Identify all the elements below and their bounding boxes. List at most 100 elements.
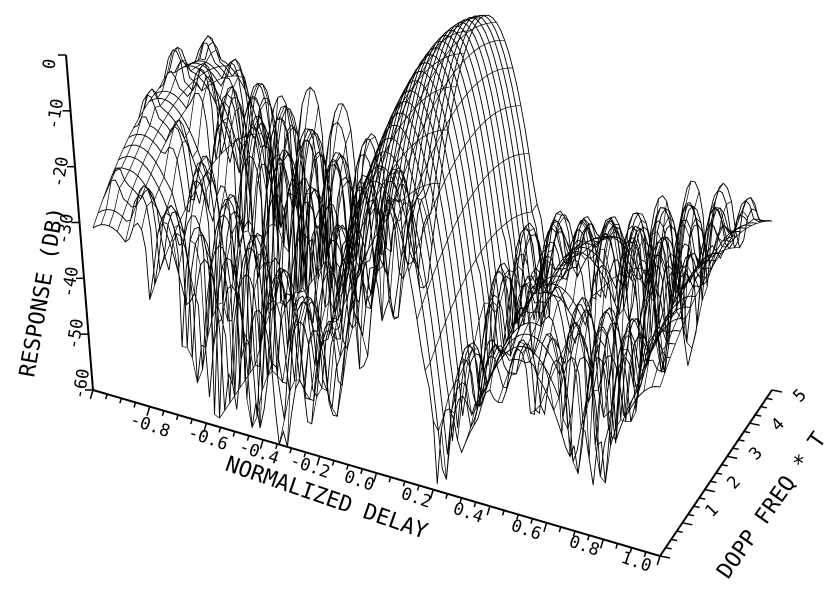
surface-column-line <box>327 182 440 340</box>
x-tick-mark <box>345 464 349 470</box>
x-tick-mark <box>599 539 605 549</box>
x-tick-mark <box>516 514 519 520</box>
surface-column-line <box>319 198 433 359</box>
y-tick-label: 3 <box>745 443 766 464</box>
surface-column-line <box>165 83 279 305</box>
surface-column-line <box>505 237 619 392</box>
surface-column-line <box>481 217 595 405</box>
y-tick-label: 2 <box>723 472 744 493</box>
surface-column-line <box>246 237 360 429</box>
surface-column-line <box>287 171 400 447</box>
x-tick-mark <box>586 535 590 541</box>
x-tick-mark <box>656 555 661 566</box>
y-tick-mark <box>727 455 738 460</box>
z-tick-label: -50 <box>63 317 88 351</box>
surface-column-line <box>214 259 327 419</box>
y-tick-mark <box>676 530 683 534</box>
x-tick-mark <box>202 422 208 433</box>
z-tick-labels: 0 -10 -20 -30 -40 -50 -60 <box>39 57 94 401</box>
surface-column-line <box>659 220 772 388</box>
surface-column-line <box>149 133 262 300</box>
surface-column-line <box>554 201 668 457</box>
y-tick-mark <box>738 439 745 442</box>
x-tick-mark <box>486 505 491 516</box>
x-tick-mark <box>558 526 562 533</box>
x-tick-mark <box>190 418 193 425</box>
x-tick-mark <box>473 501 477 508</box>
surface-column-line <box>351 53 465 220</box>
x-tick-mark <box>119 398 123 404</box>
x-tick-mark <box>416 485 420 491</box>
x-tick-mark <box>275 443 278 450</box>
surface-column-line <box>602 200 716 429</box>
surface-column-line <box>619 201 732 417</box>
z-tick-label: 0 <box>39 57 60 71</box>
surface-column-line <box>198 87 311 347</box>
y-tick-mark <box>771 389 783 393</box>
x-tick-mark <box>388 476 392 483</box>
x-tick-mark <box>246 435 250 441</box>
x-tick-mark <box>373 472 378 483</box>
y-tick-mark <box>704 488 715 493</box>
x-tick-mark <box>303 452 307 458</box>
x-tick-mark <box>104 393 108 400</box>
x-tick-mark <box>259 439 264 450</box>
y-tick-mark <box>693 505 700 509</box>
surface-column-line <box>368 17 481 185</box>
x-tick-mark <box>445 493 449 499</box>
surface-column-line <box>457 216 570 441</box>
surface-column-line <box>173 100 287 294</box>
surface-column-line <box>449 213 562 415</box>
y-tick-mark <box>732 447 739 451</box>
surface-column-line <box>376 14 489 182</box>
surface-column-line <box>570 206 684 428</box>
surface-column-line <box>335 129 448 297</box>
y-tick-mark <box>766 397 773 401</box>
surface-column-line <box>359 30 473 197</box>
x-tick-mark <box>629 547 633 553</box>
x-tick-mark <box>316 456 321 466</box>
surface-column-line <box>92 58 206 229</box>
x-tick-mark <box>615 543 619 549</box>
y-tick-mark <box>665 546 672 550</box>
surface-column-line <box>513 216 627 363</box>
surface-column-line <box>141 76 254 230</box>
surface-column-line <box>635 210 748 401</box>
x-tick-mark <box>133 402 137 408</box>
surface-column-line <box>222 113 335 386</box>
x-tick-mark <box>89 389 94 400</box>
x-tick-mark <box>429 489 434 499</box>
z-tick-label: -40 <box>58 265 83 299</box>
x-tick-mark <box>572 530 576 537</box>
y-tick-label: 1 <box>701 500 722 521</box>
surface-column-line <box>578 181 692 460</box>
y-tick-mark <box>743 430 751 434</box>
y-tick-mark <box>682 522 693 526</box>
y-tick-label: 5 <box>789 385 810 406</box>
surface-column-line <box>311 260 425 424</box>
surface-column-line <box>432 249 546 432</box>
surface-column-line <box>392 39 505 207</box>
y-tick-mark <box>671 538 678 542</box>
response-surface <box>92 14 773 486</box>
surface-column-line <box>100 35 214 225</box>
axis-ticks <box>58 54 783 566</box>
x-tick-mark <box>161 410 165 416</box>
x-tick-mark <box>402 481 406 487</box>
surface-column-line <box>611 183 724 439</box>
y-tick-mark <box>721 463 728 467</box>
surface-column-line <box>400 67 513 235</box>
x-tick-mark <box>501 510 505 516</box>
x-tick-mark <box>360 468 364 475</box>
y-tick-mark <box>659 555 671 559</box>
surface-column-line <box>157 97 271 273</box>
y-tick-label: 4 <box>767 414 788 435</box>
surface-column-line <box>594 286 708 484</box>
x-tick-mark <box>146 406 151 416</box>
x-tick-mark <box>289 447 293 454</box>
x-tick-label: -0.8 <box>127 410 172 442</box>
surface-column-line <box>206 105 319 320</box>
surface-row-line <box>184 19 752 357</box>
x-tick-mark <box>543 522 548 533</box>
